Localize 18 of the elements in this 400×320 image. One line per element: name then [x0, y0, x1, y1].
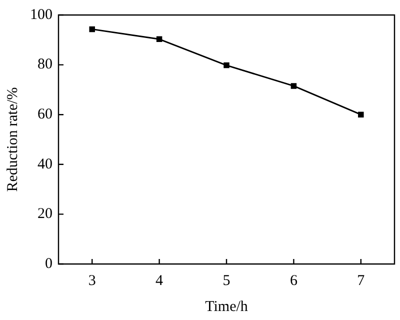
point [358, 112, 364, 118]
y-tick-label: 20 [38, 206, 52, 222]
x-tick-label: 5 [222, 272, 230, 289]
y-tick-label: 40 [38, 156, 52, 172]
x-tick-label: 6 [290, 272, 298, 289]
x-tick-label: 7 [357, 272, 366, 289]
x-tick-label: 4 [156, 272, 164, 289]
point [290, 83, 297, 89]
point [224, 62, 230, 68]
point [89, 26, 95, 32]
y-tick-label: 100 [30, 6, 52, 23]
y-tick-label: 0 [45, 256, 52, 272]
x-axis-title: Time/h [205, 298, 248, 315]
y-tick-label: 60 [38, 106, 52, 123]
y-tick-label: 80 [38, 56, 52, 73]
point [156, 36, 162, 42]
x-tick-label: 3 [88, 272, 96, 289]
y-axis-title: Reduction rate/% [4, 87, 21, 192]
